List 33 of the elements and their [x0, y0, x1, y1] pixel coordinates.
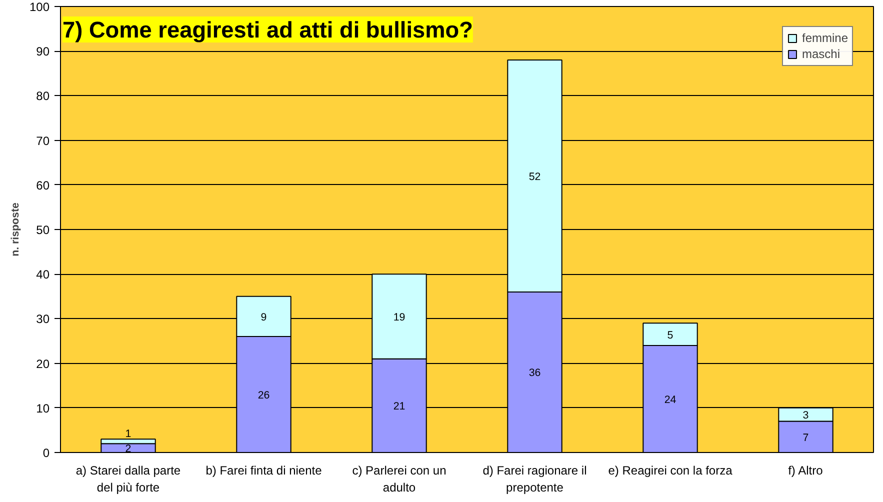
data-label: 3 — [802, 410, 809, 422]
y-tick-label: 0 — [42, 446, 50, 460]
x-tick-label: a) Starei dalla parte del più forte — [76, 464, 181, 494]
data-label: 24 — [664, 394, 676, 406]
y-tick-label: 70 — [36, 134, 50, 148]
data-label: 19 — [393, 311, 406, 324]
x-tick-label: d) Farei ragionare il prepotente — [482, 464, 587, 494]
data-label: 9 — [260, 311, 267, 324]
data-label: 2 — [125, 443, 132, 456]
data-label: 5 — [667, 329, 674, 342]
text: 7) Come reagiresti ad atti di bullismo? — [62, 16, 473, 42]
data-label: 1 — [125, 428, 132, 440]
y-tick-label: 90 — [36, 44, 50, 59]
data-label: 21 — [393, 400, 406, 413]
y-tick-label: 50 — [36, 223, 50, 237]
y-tick-label: 80 — [36, 89, 50, 104]
x-tick-label: c) Parlerei con un adulto — [352, 464, 446, 494]
x-tick-label: e) Reagirei con la forza — [608, 464, 733, 478]
data-label: 52 — [528, 170, 541, 183]
data-label: 7 — [802, 432, 809, 444]
x-tick-label: b) Farei finta di niente — [206, 464, 322, 478]
data-label: 26 — [258, 390, 270, 402]
legend-label: femmine — [802, 31, 848, 45]
y-tick-label: 30 — [36, 312, 50, 326]
x-tick-label: f) Altro — [788, 464, 824, 478]
y-tick-label: 10 — [36, 401, 50, 416]
data-label: 36 — [528, 367, 541, 380]
y-tick-label: 40 — [36, 268, 50, 282]
y-tick-label: 20 — [36, 356, 50, 371]
legend-label: maschi — [802, 47, 840, 61]
y-tick-label: 60 — [36, 178, 50, 192]
y-tick-label: 100 — [29, 0, 50, 14]
y-axis-title: n. risposte — [9, 202, 22, 256]
